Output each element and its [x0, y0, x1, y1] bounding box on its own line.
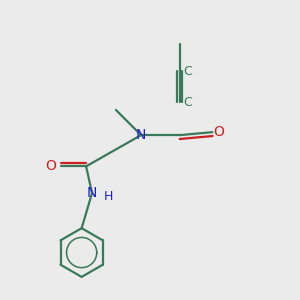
Text: N: N [87, 186, 97, 200]
Text: C: C [184, 65, 192, 78]
Text: O: O [213, 125, 224, 139]
Text: O: O [45, 159, 56, 173]
Text: C: C [184, 96, 192, 109]
Text: H: H [104, 190, 113, 202]
Text: N: N [136, 128, 146, 142]
